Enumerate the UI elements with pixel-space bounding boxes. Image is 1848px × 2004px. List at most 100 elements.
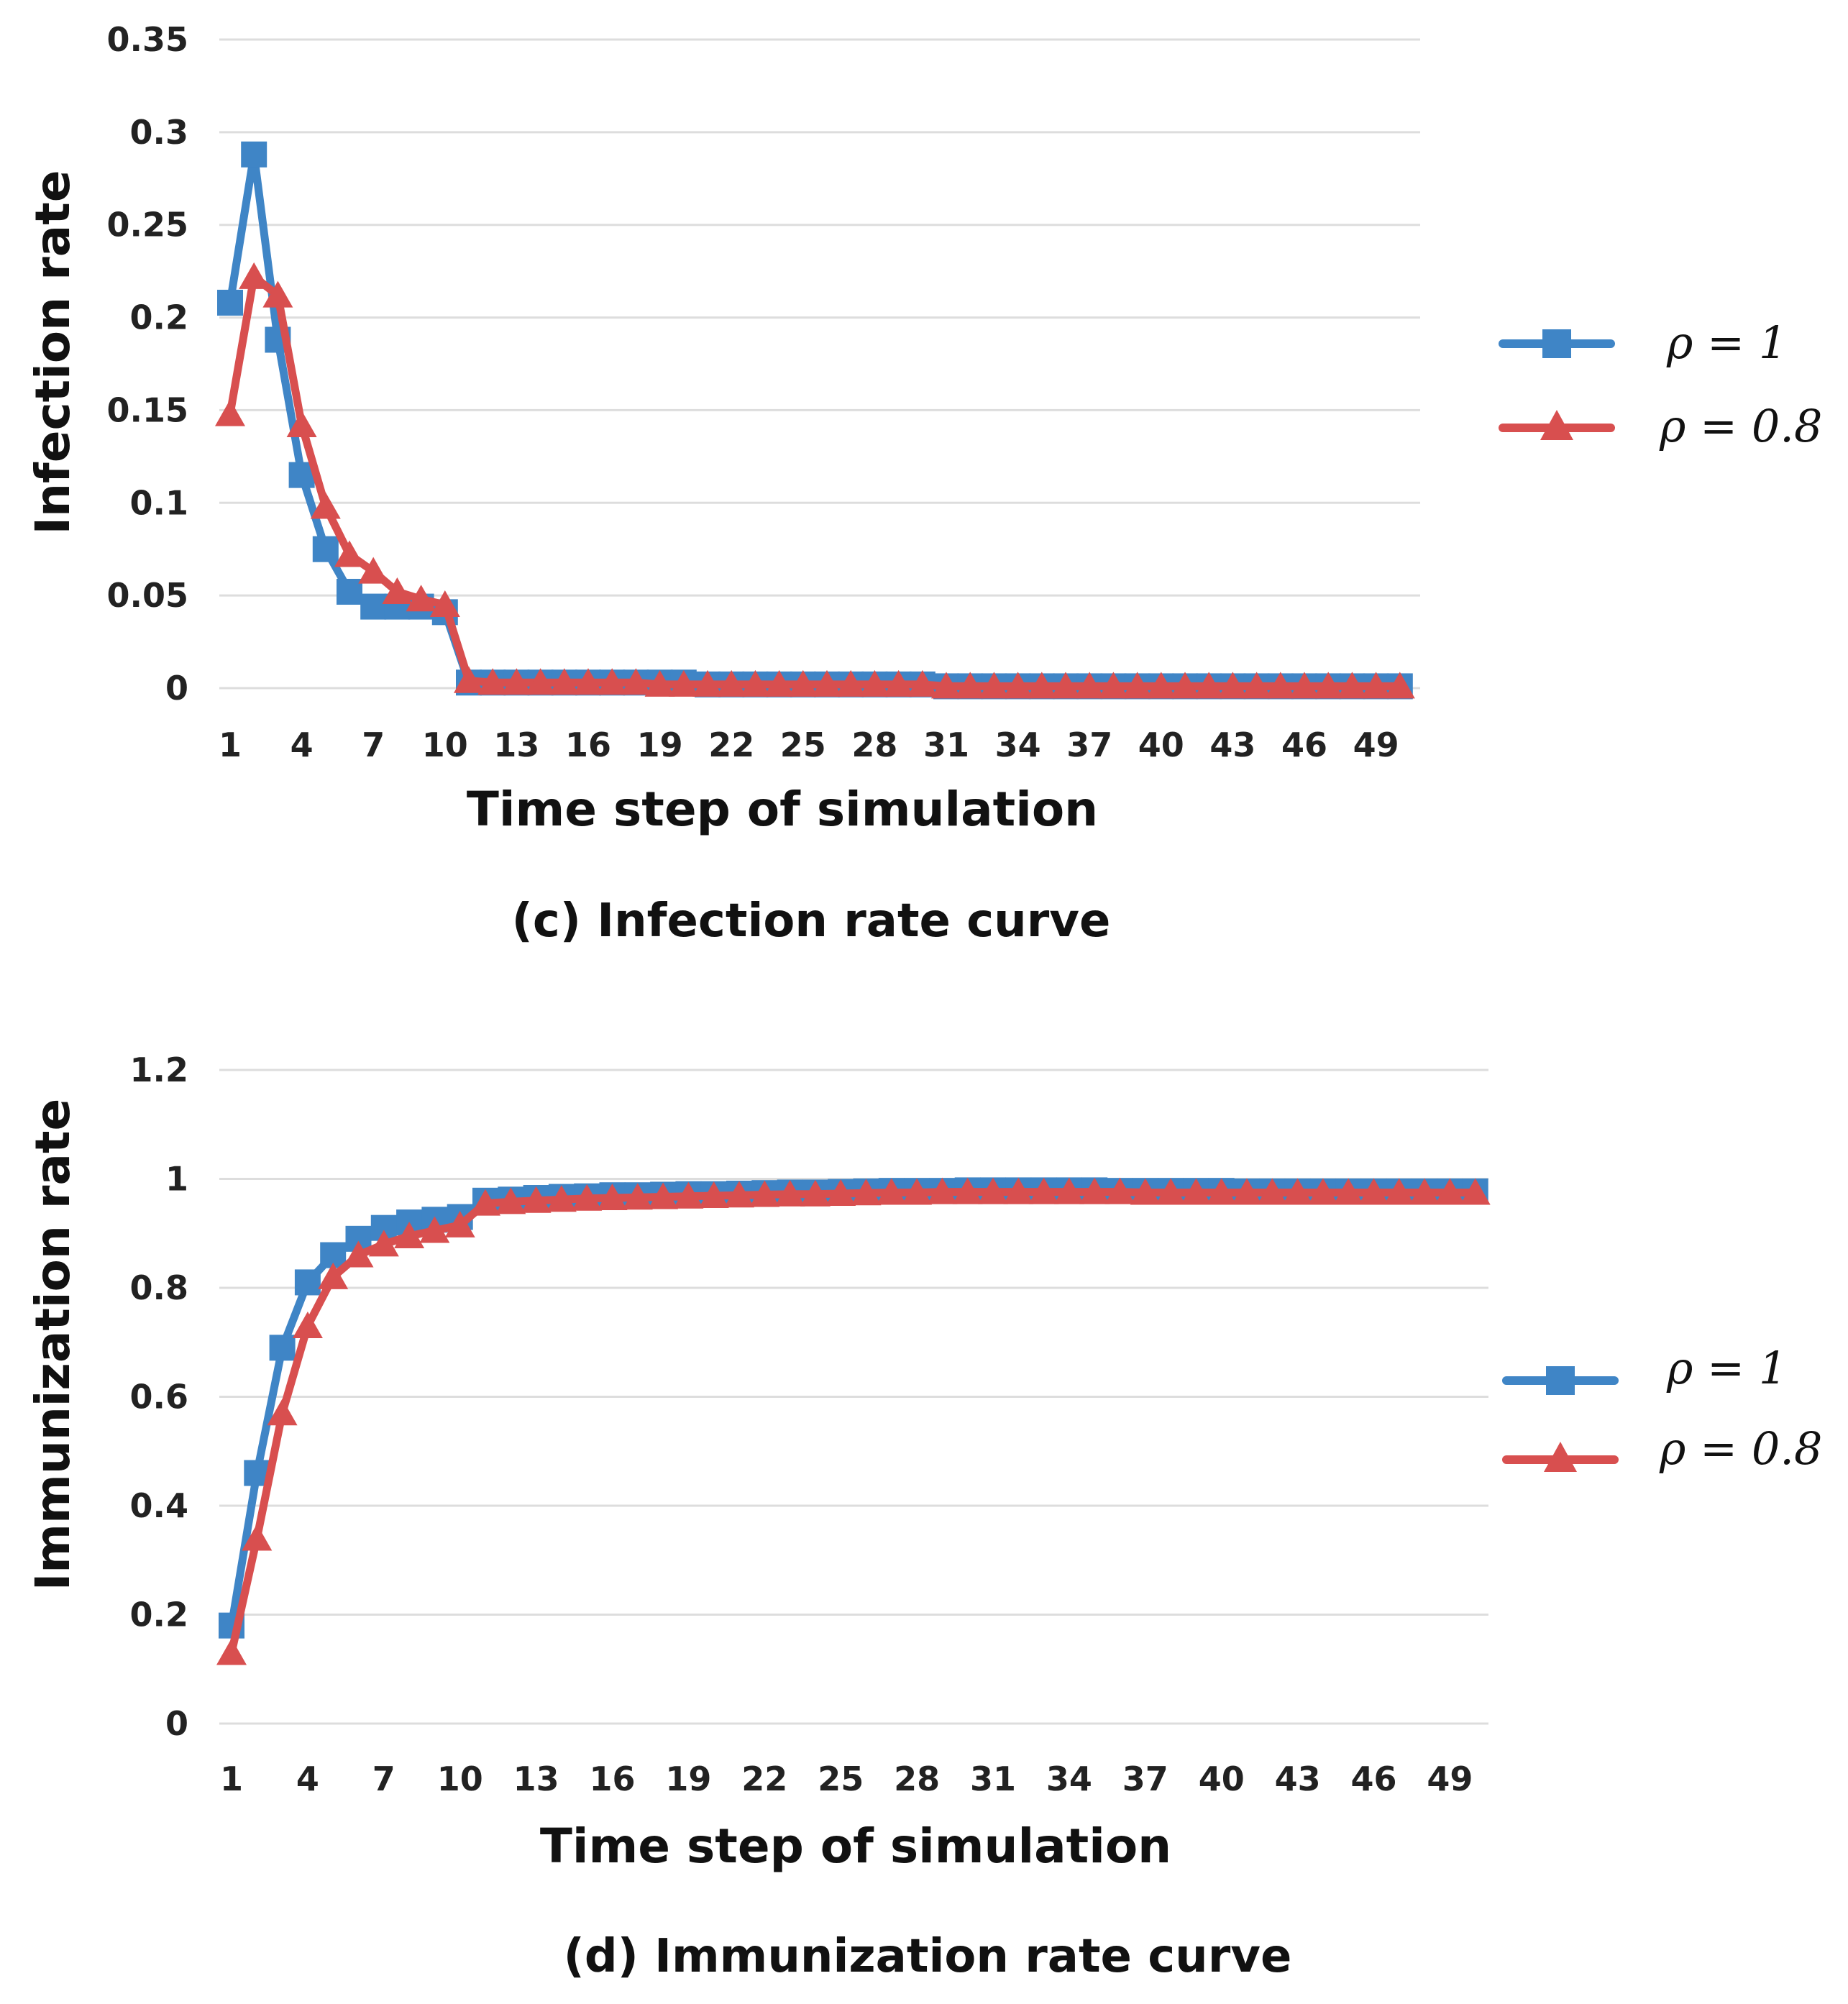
y-tick-label: 0.2 [130, 298, 189, 337]
legend-label-series2: ρ = 0.8 [1659, 1422, 1822, 1475]
x-tick-label: 31 [970, 1760, 1016, 1798]
data-point [368, 1230, 399, 1257]
x-tick-label: 28 [851, 726, 897, 764]
data-point [501, 668, 532, 695]
data-point [572, 1184, 603, 1211]
data-point [444, 1210, 475, 1237]
legend-item-rho-1: ρ = 1 [1502, 1342, 1787, 1395]
data-point [525, 668, 556, 695]
data-point [716, 669, 747, 697]
x-tick-label: 19 [665, 1760, 711, 1798]
legend-label-series1: ρ = 1 [1666, 1342, 1787, 1394]
data-point [215, 399, 245, 426]
data-point [1435, 1178, 1465, 1205]
data-point [1170, 672, 1200, 699]
y-axis-label: Infection rate [25, 170, 81, 534]
data-point [1130, 1178, 1161, 1205]
y-tick-label: 1.2 [130, 1051, 189, 1089]
data-point [1313, 672, 1344, 699]
x-tick-label: 13 [513, 1760, 559, 1798]
data-point [1460, 1178, 1491, 1205]
x-tick-label: 10 [422, 726, 468, 764]
y-tick-label: 0.05 [107, 576, 189, 615]
legend-triangle-marker [1544, 1442, 1577, 1472]
x-tick-label: 43 [1209, 726, 1255, 764]
data-point [406, 585, 436, 612]
x-tick-label: 4 [291, 726, 314, 764]
chart-caption: (c) Infection rate curve [512, 895, 1111, 948]
data-point [1384, 672, 1415, 699]
x-tick-label: 7 [372, 1760, 395, 1798]
x-tick-labels: 1 4 7 10 13 16 19 22 25 28 31 34 37 40 43 46 49 [220, 1760, 1473, 1798]
data-point [1265, 672, 1296, 699]
data-point [310, 492, 341, 519]
legend-square-marker [1542, 329, 1571, 358]
data-point [358, 557, 389, 584]
legend-item-rho-0-8: ρ = 0.8 [1499, 400, 1822, 452]
data-point [267, 1399, 298, 1426]
data-point [800, 1179, 831, 1207]
x-tick-label: 16 [589, 1760, 635, 1798]
data-point [1122, 672, 1153, 699]
legend-triangle-marker [1540, 410, 1573, 440]
x-tick-label: 19 [637, 726, 683, 764]
series-line [226, 273, 1404, 690]
y-tick-label: 0.3 [130, 113, 189, 152]
y-tick-label: 0.4 [130, 1486, 189, 1525]
x-tick-label: 34 [1046, 1760, 1092, 1798]
data-point [394, 1222, 425, 1249]
data-point [454, 666, 484, 693]
data-point [787, 669, 818, 697]
data-point [495, 1187, 526, 1214]
x-tick-label: 37 [1066, 726, 1112, 764]
data-point [1194, 672, 1225, 699]
data-point [978, 1177, 1008, 1204]
x-tick-label: 49 [1353, 726, 1399, 764]
data-point [546, 1185, 577, 1212]
chart-caption: (d) Immunization rate curve [564, 1930, 1292, 1983]
x-axis-label: Time step of simulation [467, 782, 1098, 837]
y-tick-label: 0.25 [107, 206, 189, 244]
data-point [1181, 1178, 1212, 1205]
data-point [294, 1269, 321, 1296]
data-point [1206, 1178, 1237, 1205]
data-point [262, 280, 293, 308]
data-point [334, 540, 365, 567]
legend-label-series2: ρ = 0.8 [1659, 400, 1822, 452]
data-point [764, 669, 795, 697]
data-point [1257, 1178, 1288, 1205]
x-tick-label: 34 [995, 726, 1041, 764]
data-point [955, 672, 986, 699]
data-point [698, 1181, 729, 1208]
data-point [1026, 672, 1057, 699]
data-point [337, 578, 362, 605]
data-point [724, 1181, 754, 1208]
y-tick-label: 0 [165, 669, 188, 708]
x-tick-labels: 1 4 7 10 13 16 19 22 25 28 31 34 37 40 43 46 49 [219, 726, 1399, 764]
legend-label-series1: ρ = 1 [1666, 316, 1787, 369]
data-point [1241, 672, 1272, 699]
data-point [241, 141, 267, 168]
data-point [573, 668, 603, 695]
infection-rate-chart: 0 0.05 0.1 0.15 0.2 0.25 0.3 0.35 1 4 7 10 13 16 19 22… [25, 20, 1822, 948]
y-axis-label: Immunization rate [25, 1099, 81, 1591]
data-point [836, 669, 866, 697]
data-point [668, 669, 699, 697]
data-point [673, 1181, 704, 1209]
legend: ρ = 1 ρ = 0.8 [1499, 316, 1822, 452]
data-point [1079, 1177, 1110, 1204]
x-tick-label: 31 [923, 726, 969, 764]
data-point [927, 1177, 958, 1204]
data-point [952, 1177, 983, 1204]
data-point [269, 1335, 296, 1361]
data-point [859, 669, 890, 697]
data-point [749, 1180, 780, 1207]
immunization-rate-chart: 0 0.2 0.4 0.6 0.8 1 1.2 1 4 7 10 13 16 19 22 25 28 31 34 3… [25, 1051, 1822, 1983]
x-tick-label: 22 [708, 726, 754, 764]
y-tick-labels: 0 0.05 0.1 0.15 0.2 0.25 0.3 0.35 [107, 20, 189, 708]
data-point [876, 1178, 907, 1205]
x-tick-label: 4 [296, 1760, 319, 1798]
x-tick-label: 49 [1427, 1760, 1473, 1798]
data-point [1217, 672, 1248, 699]
x-tick-label: 40 [1199, 1760, 1245, 1798]
